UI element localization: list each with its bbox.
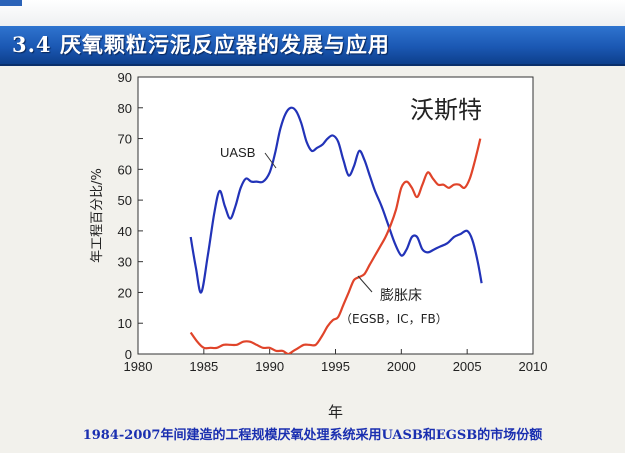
series-label-uasb: UASB xyxy=(220,145,255,160)
figure-caption: 1984-2007年间建造的工程规模厌氧处理系统采用UASB和EGSB的市场份额 xyxy=(82,428,543,443)
y-tick-label: 20 xyxy=(118,285,132,300)
y-tick-label: 40 xyxy=(118,224,132,239)
x-tick-label: 2000 xyxy=(387,359,416,374)
watermark-text: 沃斯特 xyxy=(410,96,482,124)
x-tick-label: 1985 xyxy=(189,359,218,374)
y-tick-label: 80 xyxy=(118,101,132,116)
x-tick-label: 1995 xyxy=(321,359,350,374)
y-axis-label: 年工程百分比/% xyxy=(90,168,105,263)
y-tick-label: 30 xyxy=(118,255,132,270)
series-line-uasb xyxy=(189,106,483,294)
y-tick-label: 70 xyxy=(118,132,132,147)
top-strip xyxy=(0,0,625,26)
y-tick-label: 60 xyxy=(118,162,132,177)
x-tick-label: 2010 xyxy=(519,359,548,374)
series-label-egsb: 膨胀床 xyxy=(380,287,422,304)
y-tick-label: 0 xyxy=(125,347,132,362)
slide-title: 3.4 厌氧颗粒污泥反应器的发展与应用 xyxy=(12,32,390,57)
x-tick-label: 1980 xyxy=(124,359,153,374)
y-tick-label: 90 xyxy=(118,70,132,85)
x-tick-label: 2005 xyxy=(453,359,482,374)
y-tick-label: 50 xyxy=(118,193,132,208)
series-label-egsb-sub: （EGSB，IC，FB） xyxy=(340,312,448,326)
corner-accent xyxy=(0,0,22,6)
series-line-egsb xyxy=(189,138,482,354)
egsb-leader-line xyxy=(357,275,373,293)
y-tick-label: 10 xyxy=(118,316,132,331)
uasb-leader-line xyxy=(264,152,277,169)
plot-area xyxy=(137,76,534,355)
x-axis-label: 年 xyxy=(328,403,343,421)
x-tick-label: 1990 xyxy=(255,359,284,374)
title-bar: 3.4 厌氧颗粒污泥反应器的发展与应用 xyxy=(0,26,625,66)
